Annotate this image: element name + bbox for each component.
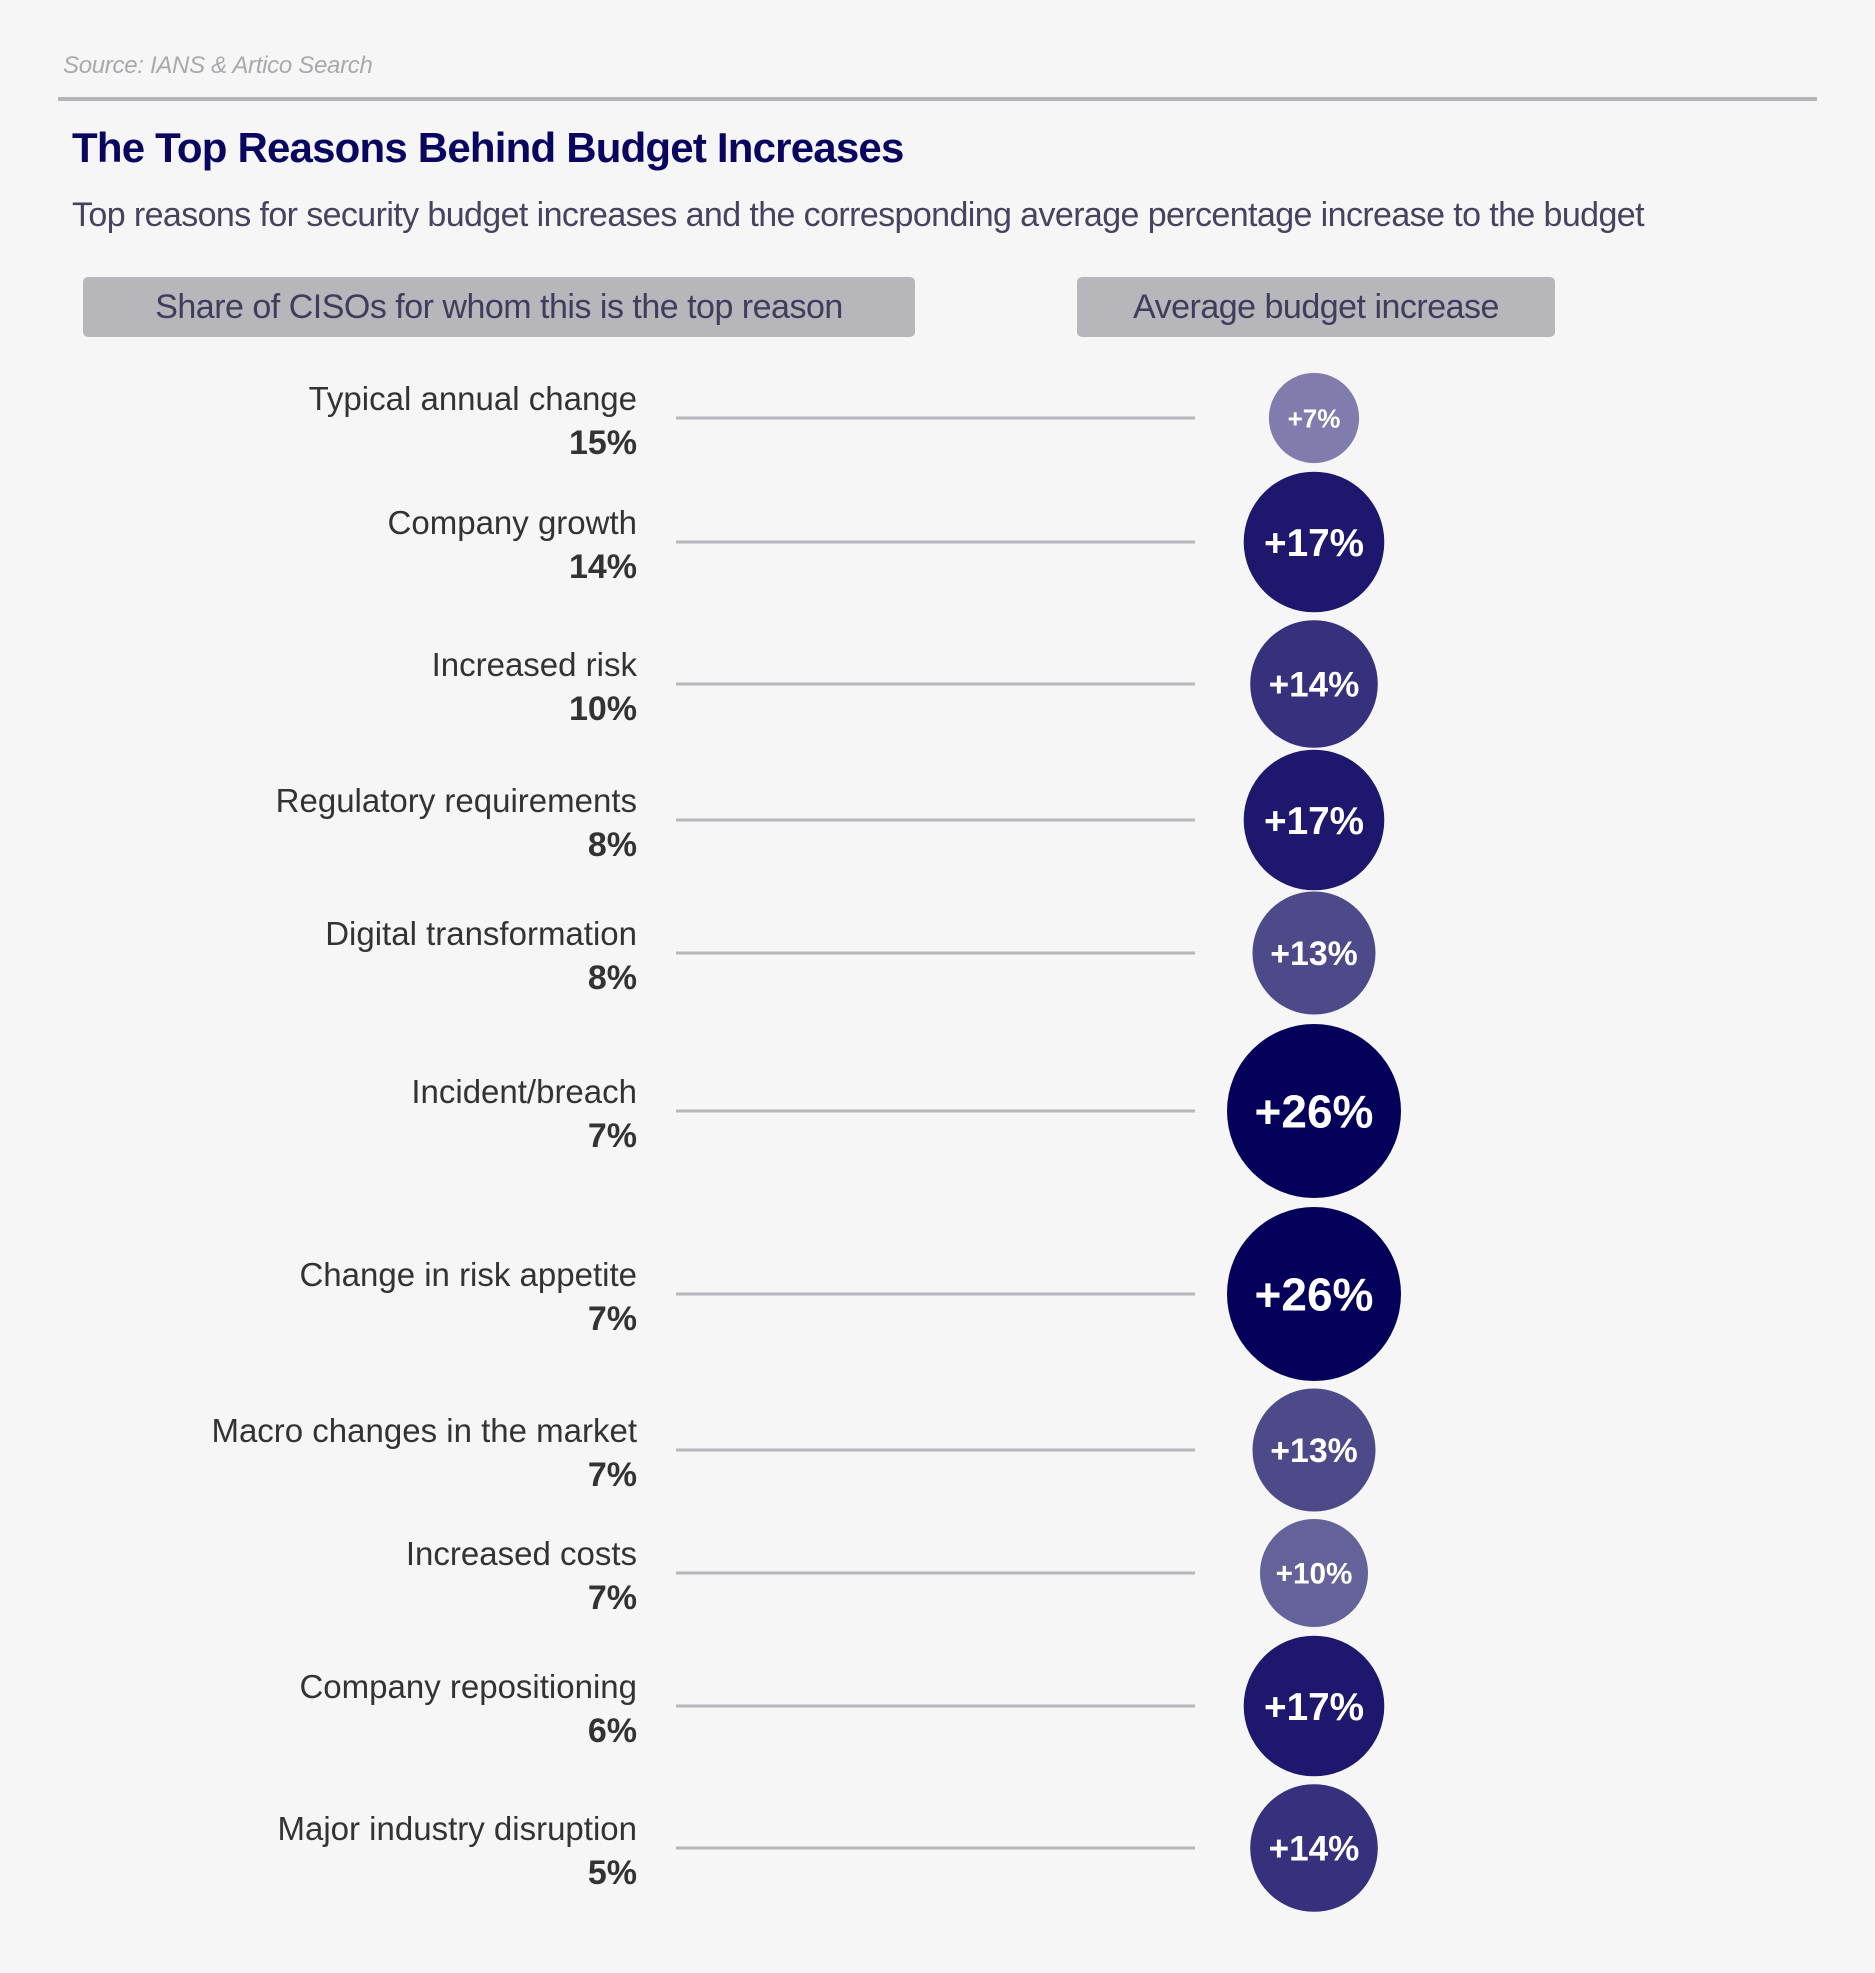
- category-label: Typical annual change: [309, 380, 637, 417]
- category-label: Company repositioning: [299, 1668, 637, 1705]
- share-value-label: 10%: [569, 690, 637, 728]
- increase-value-label: +14%: [1269, 1830, 1360, 1869]
- share-value-label: 6%: [588, 1712, 637, 1750]
- increase-bubble: [1250, 620, 1378, 748]
- category-label: Increased costs: [406, 1535, 637, 1572]
- divider: [58, 97, 1817, 101]
- increase-value-label: +7%: [1288, 403, 1341, 433]
- chart-subtitle: Top reasons for security budget increase…: [72, 196, 1645, 234]
- category-label: Incident/breach: [411, 1073, 637, 1110]
- chart-row: Incident/breach 7% +26%: [411, 1024, 1401, 1198]
- increase-value-label: +17%: [1264, 1686, 1364, 1729]
- increase-bubble: [1243, 471, 1385, 613]
- increase-value-label: +10%: [1276, 1558, 1353, 1591]
- category-label: Change in risk appetite: [299, 1256, 637, 1293]
- chart-row: Company repositioning 6% +17%: [299, 1635, 1385, 1777]
- chart-row: Digital transformation 8% +13%: [325, 891, 1376, 1015]
- share-value-label: 14%: [569, 548, 637, 586]
- increase-bubble: [1260, 1519, 1368, 1627]
- increase-value-label: +17%: [1264, 522, 1364, 565]
- increase-bubble: [1243, 1635, 1385, 1777]
- chart-row: Increased risk 10% +14%: [432, 620, 1378, 748]
- category-label: Digital transformation: [325, 915, 637, 952]
- category-label: Increased risk: [432, 646, 638, 683]
- increase-bubble: [1268, 372, 1360, 464]
- share-value-label: 7%: [588, 1117, 637, 1155]
- chart-row: Major industry disruption 5% +14%: [278, 1784, 1378, 1912]
- increase-value-label: +26%: [1255, 1086, 1374, 1138]
- increase-value-label: +17%: [1264, 800, 1364, 843]
- increase-bubble: [1252, 891, 1376, 1015]
- share-value-label: 8%: [588, 959, 637, 997]
- chart-row: Company growth 14% +17%: [388, 471, 1385, 613]
- chart-row: Regulatory requirements 8% +17%: [276, 749, 1385, 891]
- column-header-increase: Average budget increase: [1077, 277, 1555, 337]
- increase-bubble: [1250, 1784, 1378, 1912]
- share-value-label: 7%: [588, 1300, 637, 1338]
- category-label: Macro changes in the market: [211, 1412, 637, 1449]
- chart-title: The Top Reasons Behind Budget Increases: [72, 124, 904, 171]
- share-value-label: 7%: [588, 1456, 637, 1494]
- share-value-label: 5%: [588, 1854, 637, 1892]
- increase-value-label: +13%: [1270, 935, 1357, 973]
- chart-row: Macro changes in the market 7% +13%: [211, 1388, 1376, 1512]
- increase-value-label: +13%: [1270, 1432, 1357, 1470]
- category-label: Major industry disruption: [278, 1810, 638, 1847]
- source-note: Source: IANS & Artico Search: [63, 52, 373, 79]
- chart-row: Increased costs 7% +10%: [406, 1519, 1368, 1627]
- column-header-share: Share of CISOs for whom this is the top …: [83, 277, 915, 337]
- increase-bubble: [1252, 1388, 1376, 1512]
- increase-bubble: [1227, 1024, 1401, 1198]
- increase-bubble: [1243, 749, 1385, 891]
- chart-row: Typical annual change 15% +7%: [309, 372, 1360, 464]
- increase-value-label: +14%: [1269, 666, 1360, 705]
- category-label: Regulatory requirements: [276, 782, 637, 819]
- increase-bubble: [1227, 1207, 1401, 1381]
- share-value-label: 8%: [588, 826, 637, 864]
- category-label: Company growth: [388, 504, 637, 541]
- share-value-label: 7%: [588, 1579, 637, 1617]
- share-value-label: 15%: [569, 424, 637, 462]
- increase-value-label: +26%: [1255, 1269, 1374, 1321]
- chart-row: Change in risk appetite 7% +26%: [299, 1207, 1401, 1381]
